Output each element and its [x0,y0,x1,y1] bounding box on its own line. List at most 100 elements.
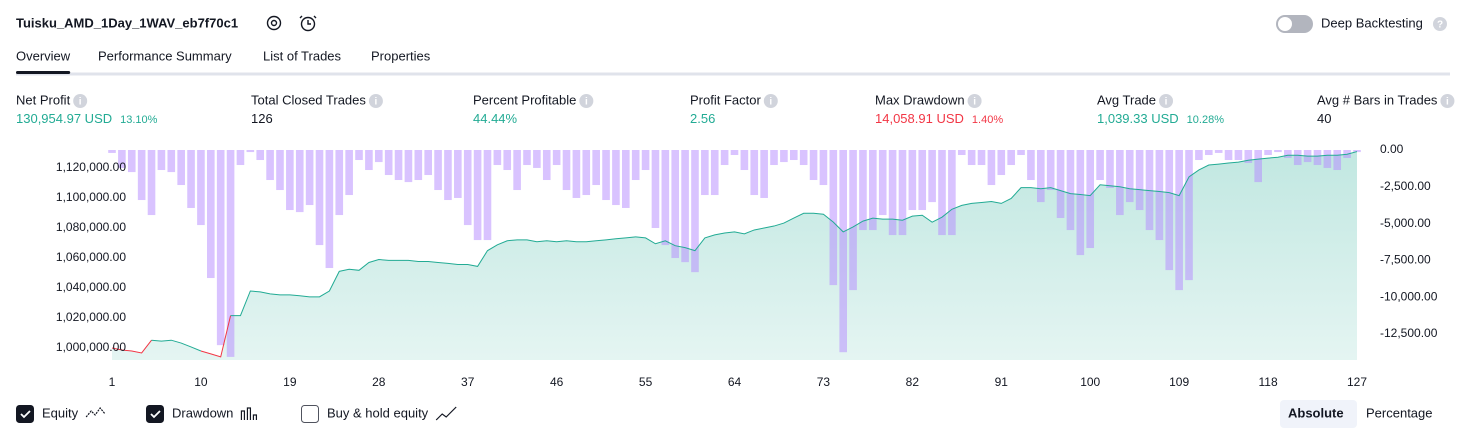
info-icon[interactable] [763,94,778,108]
drawdown-bar [1017,150,1025,156]
drawdown-bar [1323,150,1332,168]
drawdown-bar [276,150,284,191]
drawdown-bar [286,150,294,211]
stat-label: Total Closed Trades [251,92,366,107]
drawdown-bar [928,150,936,203]
svg-text:?: ? [1437,20,1443,31]
drawdown-bar [1224,150,1233,161]
legend-checkbox[interactable] [301,405,319,423]
drawdown-bar [513,150,521,191]
drawdown-bar [1086,150,1095,249]
drawdown-bar [720,150,729,166]
equity-line [200,315,232,358]
deep-backtesting-toggle[interactable] [1276,15,1313,33]
legend-checkbox[interactable] [146,405,164,423]
tab[interactable]: Performance Summary [98,48,232,63]
info-icon-glyph: i [1165,97,1168,108]
info-icon[interactable] [967,94,982,108]
info-icon[interactable] [368,94,383,108]
tab[interactable]: Overview [16,48,71,63]
x-tick-label: 19 [283,375,297,389]
drawdown-bar [789,150,798,161]
drawdown-bar [355,150,363,161]
drawdown-bar [177,150,185,186]
tab[interactable]: List of Trades [263,48,342,63]
drawdown-bar [1155,150,1164,241]
drawdown-bar [404,150,413,183]
y-tick-label: 1,080,000.00 [56,220,126,234]
y-tick-label: 1,000,000.00 [56,340,126,354]
x-tick-label: 37 [461,375,475,389]
drawdown-bar [1293,150,1302,166]
drawdown-bar [384,150,393,176]
drawdown-bar [1333,150,1342,171]
legend-icon [435,406,457,421]
legend: Equity Drawdown Buy & hold equity [16,405,457,423]
info-icon[interactable] [1159,94,1174,108]
deep-backtesting-label: Deep Backtesting [1321,15,1423,30]
x-tick-label: 55 [639,375,653,389]
active-tab-underline [16,71,71,74]
settings-icon[interactable] [266,15,282,31]
drawdown-bar [898,150,907,236]
drawdown-bar [207,150,215,279]
strategy-title: Tuisku_AMD_1Day_1WAV_eb7f70c1 [16,15,238,30]
drawdown-bar [829,150,838,286]
info-icon[interactable] [1440,94,1455,108]
legend-checkbox[interactable] [16,405,34,423]
drawdown-bar [997,150,1006,176]
drawdown-bar [1274,150,1282,153]
drawdown-bar [612,150,620,206]
drawdown-bar [335,150,344,216]
stat-value: 1,039.33 USD [1097,111,1179,126]
drawdown-bar [592,150,600,186]
info-icon[interactable] [73,94,88,108]
drawdown-bar [394,150,403,181]
legend-icon [85,407,106,418]
drawdown-bar [187,150,195,208]
info-icon-glyph: i [769,97,772,108]
drawdown-bar [523,150,531,166]
drawdown-bar [1116,150,1124,216]
drawdown-bar [740,150,749,171]
drawdown-bar [374,150,383,163]
drawdown-bar [137,150,146,201]
drawdown-bar [236,150,245,166]
tab[interactable]: Properties [371,48,431,63]
scale-mode[interactable]: Percentage [1366,405,1433,420]
drawdown-bar [661,150,670,246]
stat-label: Avg # Bars in Trades [1317,92,1438,107]
x-tick-label: 109 [1169,375,1189,389]
drawdown-bar [1165,150,1174,271]
drawdown-bar [1096,150,1104,181]
legend-label: Equity [42,405,79,420]
drawdown-bar [108,150,116,153]
help-icon[interactable]: ? [1433,17,1447,31]
drawdown-bar [888,150,897,236]
stat-label: Profit Factor [690,92,761,107]
drawdown-bar [444,150,452,201]
toggle-knob [1278,17,1292,31]
x-tick-label: 100 [1080,375,1100,389]
info-icon[interactable] [579,94,594,108]
drawdown-bar [878,150,887,216]
drawdown-bar [424,150,432,176]
legend-label: Drawdown [172,405,233,420]
drawdown-bar [127,150,136,173]
scale-mode[interactable]: Absolute [1288,405,1344,420]
stat-value-line: 2.56 [690,111,715,126]
stat-label: Avg Trade [1097,92,1156,107]
y2-tick-label: -2,500.00 [1380,179,1431,193]
drawdown-bar [1145,150,1154,231]
drawdown-bar [641,150,650,171]
drawdown-bar [809,150,818,181]
drawdown-bar [730,150,739,156]
tabs: Overview Performance Summary List of Trade… [16,48,431,74]
x-tick-label: 91 [995,375,1009,389]
drawdown-bar [1037,150,1045,203]
equity-area [112,151,1357,360]
alert-icon[interactable] [299,15,317,32]
equity-line [111,339,152,354]
drawdown-bar [1185,150,1193,281]
